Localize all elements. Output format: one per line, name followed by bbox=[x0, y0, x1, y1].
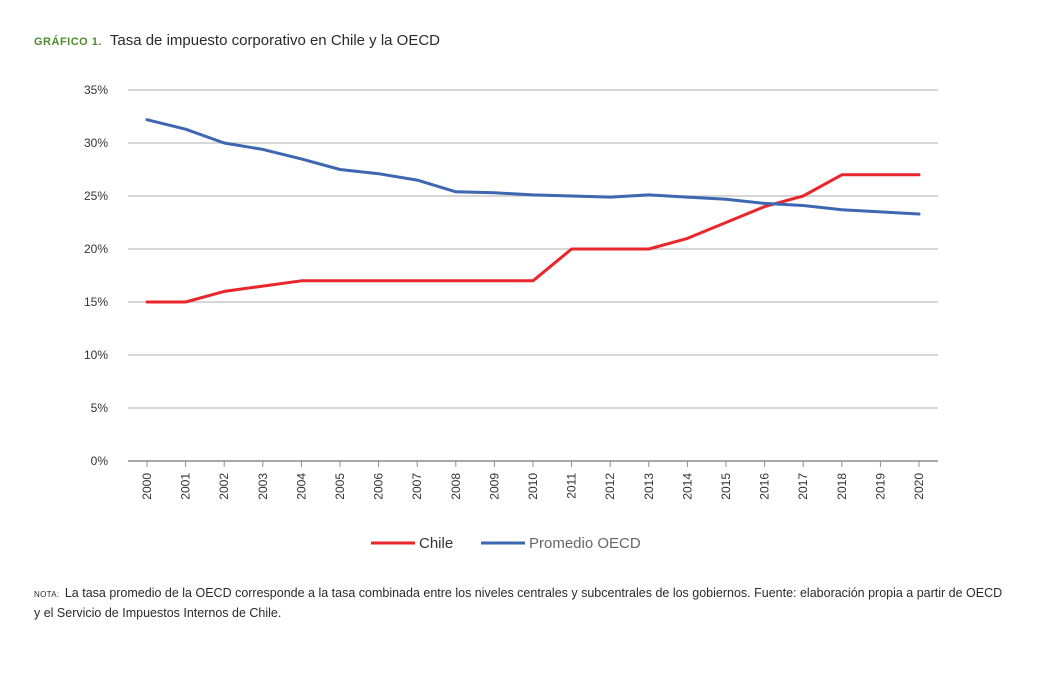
x-tick-label: 2015 bbox=[719, 473, 733, 500]
series-line-chile bbox=[145, 173, 921, 304]
x-tick-label: 2002 bbox=[217, 473, 231, 500]
x-tick-label: 2006 bbox=[372, 473, 386, 500]
x-tick-label: 2000 bbox=[140, 473, 154, 500]
y-tick-label: 10% bbox=[84, 348, 108, 362]
chart-title-row: GRÁFICO 1. Tasa de impuesto corporativo … bbox=[34, 32, 440, 49]
legend-label-chile: Chile bbox=[419, 535, 453, 552]
x-tick-label: 2001 bbox=[179, 473, 193, 500]
y-tick-label: 5% bbox=[91, 401, 109, 415]
note-text: La tasa promedio de la OECD corresponde … bbox=[34, 586, 1003, 620]
legend-label-promedio-oecd: Promedio OECD bbox=[529, 535, 641, 552]
x-tick-label: 2012 bbox=[603, 473, 617, 500]
y-tick-label: 20% bbox=[84, 242, 108, 256]
y-tick-label: 35% bbox=[84, 83, 108, 97]
y-tick-label: 30% bbox=[84, 136, 108, 150]
x-tick-label: 2008 bbox=[449, 473, 463, 500]
line-chart: 0% 5% 10% 15% 20% 25% 30% 35% 2000 2001 2002 2003 20… bbox=[84, 83, 938, 552]
y-tick-label: 0% bbox=[91, 454, 109, 468]
series-line-promedio-oecd bbox=[145, 118, 921, 216]
x-tick-label: 2009 bbox=[487, 473, 501, 500]
note-label: NOTA: bbox=[34, 590, 60, 599]
x-tick-label: 2005 bbox=[333, 473, 347, 500]
x-tick-label: 2014 bbox=[680, 473, 694, 500]
x-tick-label: 2010 bbox=[526, 473, 540, 500]
x-tick-label: 2007 bbox=[410, 473, 424, 500]
x-tick-label: 2020 bbox=[912, 473, 926, 500]
x-tick-label: 2016 bbox=[758, 473, 772, 500]
x-tick-label: 2004 bbox=[294, 473, 308, 500]
chart-note: NOTA: La tasa promedio de la OECD corres… bbox=[34, 584, 1004, 622]
x-tick-label: 2018 bbox=[835, 473, 849, 500]
chart-title: Tasa de impuesto corporativo en Chile y … bbox=[109, 32, 441, 49]
x-tick-label: 2019 bbox=[873, 473, 887, 500]
y-tick-label: 25% bbox=[84, 189, 108, 203]
x-tick-label: 2013 bbox=[642, 473, 656, 500]
x-tick-label: 2017 bbox=[796, 473, 810, 500]
x-tick-label: 2003 bbox=[256, 473, 270, 500]
figure-label: GRÁFICO 1. bbox=[34, 36, 102, 48]
x-tick-label: 2011 bbox=[565, 473, 579, 499]
y-tick-label: 15% bbox=[84, 295, 108, 309]
